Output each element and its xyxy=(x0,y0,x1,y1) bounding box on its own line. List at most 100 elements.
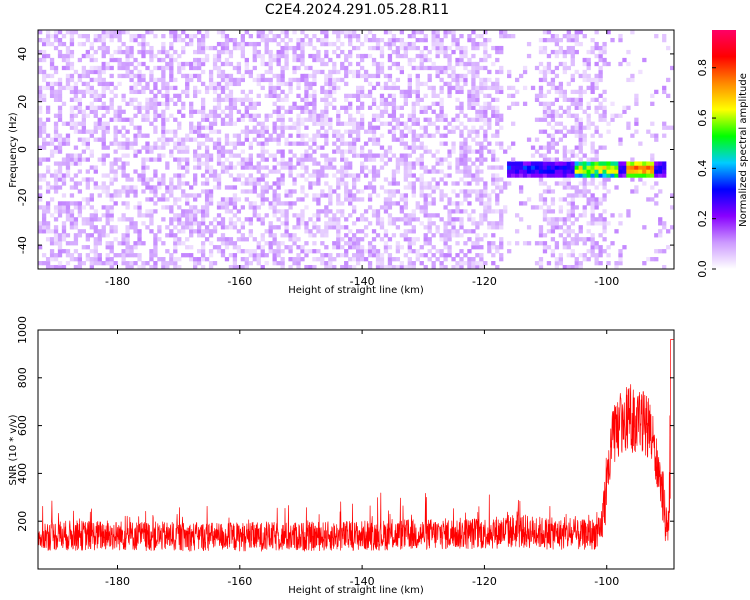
heatmap-cell xyxy=(463,241,468,246)
heatmap-cell xyxy=(141,61,146,67)
heatmap-cell xyxy=(101,45,106,51)
heatmap-cell xyxy=(542,197,548,202)
heatmap-cell xyxy=(590,221,595,226)
heatmap-cell xyxy=(57,213,63,218)
heatmap-cell xyxy=(483,113,488,118)
heatmap-cell xyxy=(443,141,448,146)
heatmap-cell xyxy=(272,153,277,158)
heatmap-cell xyxy=(447,85,452,91)
heatmap-cell xyxy=(479,153,484,158)
heatmap-cell xyxy=(45,209,51,214)
heatmap-cell xyxy=(320,193,325,198)
heatmap-cell xyxy=(85,129,90,134)
heatmap-cell xyxy=(359,93,365,99)
heatmap-cell xyxy=(423,109,428,114)
heatmap-cell xyxy=(371,45,377,51)
heatmap-cell xyxy=(542,209,548,214)
heatmap-cell xyxy=(427,49,432,55)
heatmap-cell xyxy=(105,205,110,210)
heatmap-cell xyxy=(459,189,464,194)
heatmap-cell xyxy=(515,169,520,174)
heatmap-cell xyxy=(399,157,405,162)
heatmap-cell xyxy=(340,169,345,174)
heatmap-cell xyxy=(574,217,579,222)
heatmap-y-axis-label: Frequency (Hz) xyxy=(8,112,19,188)
heatmap-cell xyxy=(77,33,83,39)
heatmap-cell xyxy=(328,73,333,79)
heatmap-cell xyxy=(272,57,277,63)
heatmap-cell xyxy=(546,245,552,250)
heatmap-cell xyxy=(439,77,444,83)
heatmap-cell xyxy=(602,209,607,214)
heatmap-cell xyxy=(296,213,301,218)
heatmap-cell xyxy=(379,37,385,43)
heatmap-cell xyxy=(503,30,508,35)
heatmap-cell xyxy=(598,49,603,55)
heatmap-cell xyxy=(157,49,162,55)
heatmap-cell xyxy=(534,137,540,142)
heatmap-cell xyxy=(53,177,59,182)
heatmap-cell xyxy=(113,225,118,230)
heatmap-cell xyxy=(379,217,385,222)
heatmap-cell xyxy=(224,105,230,110)
heatmap-cell xyxy=(264,157,269,162)
heatmap-cell xyxy=(65,261,71,266)
heatmap-cell xyxy=(515,213,520,218)
heatmap-cell xyxy=(379,185,385,190)
heatmap-cell xyxy=(375,209,381,214)
heatmap-cell xyxy=(650,169,655,174)
x-tick-label: -100 xyxy=(594,275,619,288)
heatmap-cell xyxy=(197,193,202,198)
heatmap-cell xyxy=(105,233,110,238)
heatmap-cell xyxy=(153,173,158,178)
heatmap-cell xyxy=(181,37,186,43)
heatmap-cell xyxy=(336,169,341,174)
heatmap-cell xyxy=(161,177,166,182)
heatmap-cell xyxy=(244,189,249,194)
heatmap-cell xyxy=(153,117,158,122)
heatmap-cell xyxy=(300,109,305,114)
heatmap-cell xyxy=(61,225,67,230)
heatmap-cell xyxy=(109,225,114,230)
heatmap-cell xyxy=(455,233,460,238)
heatmap-cell xyxy=(77,261,83,266)
heatmap-cell xyxy=(570,209,575,214)
heatmap-cell xyxy=(38,69,43,75)
heatmap-cell xyxy=(141,33,146,39)
heatmap-cell xyxy=(77,41,83,47)
heatmap-cell xyxy=(511,161,516,166)
heatmap-cell xyxy=(89,213,94,218)
heatmap-cell xyxy=(395,53,401,59)
heatmap-cell xyxy=(554,149,560,154)
heatmap-cell xyxy=(352,125,357,130)
heatmap-cell xyxy=(145,113,150,118)
heatmap-cell xyxy=(324,157,329,162)
heatmap-cell xyxy=(125,137,130,142)
snr-x-axis-label: Height of straight line (km) xyxy=(288,585,424,596)
heatmap-cell xyxy=(582,181,587,186)
heatmap-cell xyxy=(177,149,182,154)
heatmap-cell xyxy=(38,37,43,43)
heatmap-cell xyxy=(546,109,552,114)
heatmap-cell xyxy=(240,49,245,55)
heatmap-cell xyxy=(423,237,428,242)
heatmap-cell xyxy=(276,85,281,91)
heatmap-cell xyxy=(566,181,571,186)
heatmap-cell xyxy=(638,177,643,182)
heatmap-cell xyxy=(61,249,67,254)
heatmap-cell xyxy=(125,249,130,254)
heatmap-cell xyxy=(228,165,234,170)
heatmap-cell xyxy=(407,93,412,99)
heatmap-cell xyxy=(268,133,273,138)
heatmap-cell xyxy=(415,205,420,210)
heatmap-cell xyxy=(288,117,293,122)
heatmap-cell xyxy=(495,249,500,254)
heatmap-cell xyxy=(153,261,158,266)
heatmap-cell xyxy=(447,161,452,166)
heatmap-cell xyxy=(284,213,289,218)
heatmap-cell xyxy=(348,129,353,134)
heatmap-cell xyxy=(586,65,591,71)
heatmap-cell xyxy=(41,125,47,130)
heatmap-cell xyxy=(256,77,261,83)
heatmap-cell xyxy=(443,65,448,71)
